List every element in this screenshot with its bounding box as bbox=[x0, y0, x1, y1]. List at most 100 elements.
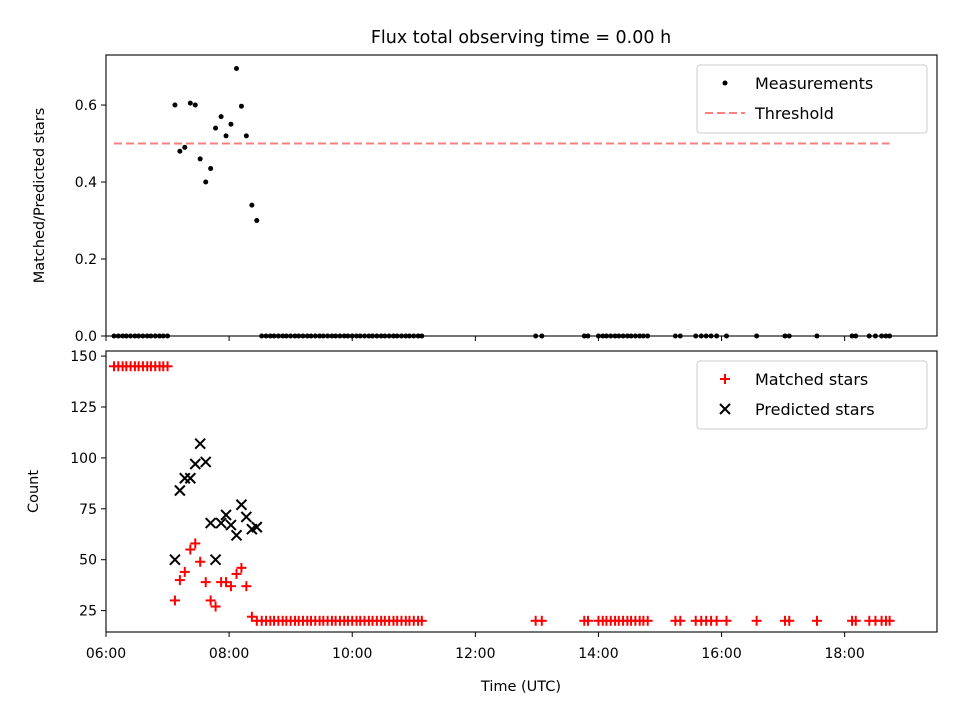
ratio-y-tick-label: 0.6 bbox=[75, 98, 97, 114]
measurement-point bbox=[213, 125, 219, 131]
measurement-point bbox=[249, 202, 255, 208]
predicted-star-point bbox=[189, 458, 201, 470]
ratio-y-tick-label: 0.4 bbox=[75, 175, 97, 191]
predicted-star-point bbox=[169, 554, 181, 566]
matched-star-point bbox=[711, 615, 722, 626]
predicted-star-point bbox=[230, 529, 243, 541]
matched-star-point bbox=[784, 615, 795, 626]
matched-star-point bbox=[225, 581, 236, 592]
count-panel: 25 50 75 100 125 150 06:00 08:00 10:00 12:00 14:0… bbox=[26, 349, 938, 695]
predicted-star-point bbox=[179, 472, 191, 484]
count-x-tick-label: 14:00 bbox=[578, 646, 618, 662]
matched-star-point bbox=[162, 361, 173, 372]
count-y-tick-label: 125 bbox=[70, 400, 97, 416]
matched-star-point bbox=[241, 581, 252, 592]
measurement-point bbox=[238, 103, 244, 109]
count-y-tick-label: 50 bbox=[79, 553, 97, 569]
ratio-legend: Measurements Threshold bbox=[696, 64, 928, 134]
count-y-axis: 25 50 75 100 125 150 bbox=[70, 349, 106, 620]
matched-star-point bbox=[174, 575, 185, 586]
predicted-star-point bbox=[200, 456, 212, 468]
measurement-point bbox=[223, 133, 229, 139]
count-y-tick-label: 75 bbox=[79, 502, 97, 518]
measurement-point bbox=[208, 166, 214, 172]
count-plot-area bbox=[109, 361, 895, 626]
matched-star-point bbox=[721, 615, 732, 626]
matched-star-point bbox=[205, 595, 216, 606]
ratio-y-tick-label: 0.0 bbox=[75, 329, 97, 345]
ratio-plot-area bbox=[111, 65, 893, 339]
legend-label: Predicted stars bbox=[755, 400, 875, 419]
matched-star-point bbox=[210, 601, 221, 612]
matched-star-point bbox=[884, 615, 895, 626]
count-x-tick-label: 16:00 bbox=[701, 646, 741, 662]
count-y-tick-label: 100 bbox=[70, 451, 97, 467]
matched-star-point bbox=[536, 615, 547, 626]
count-x-tick-label: 08:00 bbox=[209, 646, 249, 662]
measurement-point bbox=[187, 100, 193, 106]
matched-star-point bbox=[751, 615, 762, 626]
ratio-y-axis-label: Matched/Predicted stars bbox=[32, 108, 48, 284]
legend-box bbox=[696, 360, 928, 430]
predicted-star-point bbox=[194, 437, 206, 450]
predicted-star-point bbox=[225, 519, 237, 531]
matched-star-point bbox=[179, 566, 190, 577]
count-x-axis: 06:00 08:00 10:00 12:00 14:00 16:00 18:00 bbox=[86, 632, 865, 662]
ratio-y-axis: 0.0 0.2 0.4 0.6 bbox=[75, 98, 106, 345]
measurement-point bbox=[182, 144, 188, 150]
measurement-point bbox=[228, 121, 234, 127]
legend-box bbox=[696, 64, 928, 134]
predicted-star-point bbox=[240, 511, 253, 523]
measurement-point bbox=[197, 156, 203, 162]
matched-star-point bbox=[642, 615, 653, 626]
measurement-point bbox=[177, 148, 183, 154]
count-y-tick-label: 150 bbox=[70, 349, 97, 365]
count-x-tick-label: 18:00 bbox=[824, 646, 864, 662]
count-x-tick-label: 10:00 bbox=[332, 646, 372, 662]
legend-measurement-marker bbox=[722, 80, 728, 86]
matched-star-point bbox=[416, 615, 427, 626]
predicted-star-point bbox=[204, 517, 217, 529]
matched-star-point bbox=[811, 615, 822, 626]
matched-star-point bbox=[850, 615, 861, 626]
measurement-point bbox=[233, 65, 239, 71]
ratio-axes-frame bbox=[105, 54, 938, 337]
measurement-point bbox=[203, 179, 209, 185]
matched-star-point bbox=[675, 615, 686, 626]
matched-star-point bbox=[200, 577, 211, 588]
measurement-point bbox=[243, 133, 249, 139]
predicted-star-point bbox=[235, 499, 248, 511]
matched-star-point bbox=[236, 562, 247, 573]
chart-title: Flux total observing time = 0.00 h bbox=[371, 28, 671, 48]
predicted-star-point bbox=[184, 472, 197, 484]
count-legend: Matched stars Predicted stars bbox=[696, 360, 928, 430]
legend-matched-marker bbox=[720, 374, 730, 384]
count-axes-frame bbox=[105, 350, 938, 633]
predicted-star-point bbox=[174, 484, 186, 497]
count-x-tick-label: 12:00 bbox=[455, 646, 495, 662]
measurement-point bbox=[218, 114, 224, 120]
count-y-axis-label: Count bbox=[26, 470, 42, 513]
measurement-point bbox=[254, 218, 260, 224]
ratio-panel: 0.0 0.2 0.4 0.6 Matched/Predicted stars Mea… bbox=[32, 54, 938, 345]
predicted-star-point bbox=[209, 554, 222, 566]
predicted-star-point bbox=[251, 521, 263, 533]
ratio-x-axis bbox=[105, 336, 846, 341]
matched-star-point bbox=[582, 615, 593, 626]
count-x-tick-label: 06:00 bbox=[86, 646, 126, 662]
measurement-point bbox=[192, 102, 198, 108]
matched-star-point bbox=[231, 568, 242, 579]
matched-star-point bbox=[169, 595, 180, 606]
matched-star-point bbox=[195, 556, 206, 567]
legend-label: Measurements bbox=[755, 74, 873, 93]
matched-star-point bbox=[190, 538, 201, 549]
ratio-y-tick-label: 0.2 bbox=[75, 252, 97, 268]
legend-label: Threshold bbox=[754, 104, 834, 123]
count-y-tick-label: 25 bbox=[79, 604, 97, 620]
legend-label: Matched stars bbox=[755, 370, 868, 389]
matched-star-point bbox=[185, 544, 196, 555]
legend-predicted-marker bbox=[719, 403, 731, 415]
measurement-point bbox=[172, 102, 178, 108]
predicted-star-point bbox=[215, 517, 227, 529]
